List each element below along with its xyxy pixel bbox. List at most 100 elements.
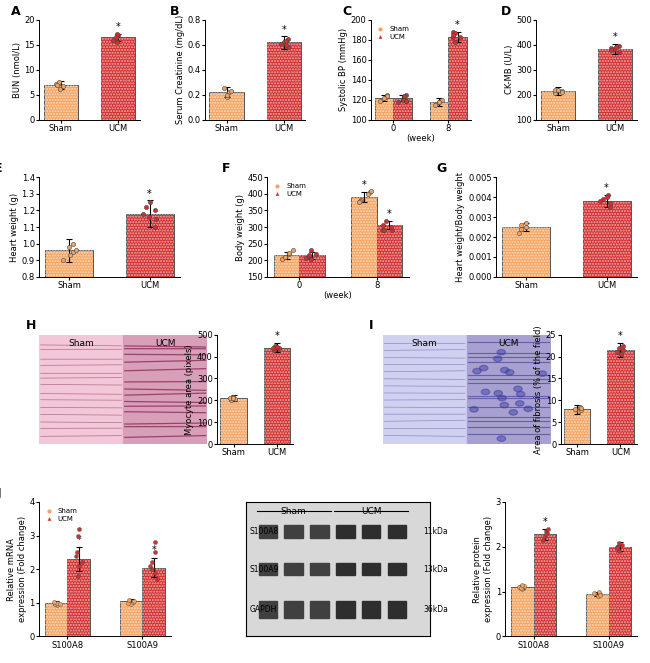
Text: 13kDa: 13kDa [423,565,448,573]
Bar [264,348,290,444]
Text: Sham: Sham [281,507,307,516]
Text: *: * [274,331,280,341]
Point [53,77,64,88]
Point [283,33,294,44]
Text: G: G [437,162,447,175]
Point [448,32,458,42]
Point [385,221,396,232]
Point [277,254,287,265]
Y-axis label: Systolic BP (mmHg): Systolic BP (mmHg) [339,28,348,111]
Legend: Sham, UCM: Sham, UCM [374,23,412,42]
Bar [266,42,301,119]
Bar [142,568,165,636]
Point [58,255,68,266]
Point [152,574,162,585]
Point [311,249,321,260]
Point [538,535,549,546]
Point [553,85,564,95]
Point [304,251,315,262]
Bar [142,568,165,636]
Bar [39,335,123,444]
Bar [388,526,406,538]
Point [112,37,122,48]
Point [575,402,585,412]
Point [108,34,118,45]
Point [72,571,83,581]
Point [575,403,586,414]
Point [129,596,140,607]
Circle shape [497,349,506,355]
Bar [266,42,301,119]
Y-axis label: Myocyte area (pixels): Myocyte area (pixels) [185,344,194,435]
Bar [541,91,575,119]
Point [137,208,148,219]
Text: I: I [369,319,374,332]
Bar [274,255,300,277]
Point [516,224,526,235]
Point [557,86,567,96]
Point [614,546,625,556]
Text: GAPDH: GAPDH [250,605,277,614]
Point [374,96,385,107]
Circle shape [509,410,517,415]
Point [288,245,298,255]
Point [448,27,458,38]
Text: *: * [361,180,366,190]
Bar [608,350,634,444]
Bar [362,526,380,538]
Text: Sham: Sham [411,339,437,348]
Y-axis label: Relative protein
expression (Fold change): Relative protein expression (Fold change… [473,516,493,623]
X-axis label: (week): (week) [406,134,436,143]
Bar [430,101,448,119]
Bar [375,97,393,119]
Text: UCM: UCM [499,339,519,348]
Bar [46,251,94,277]
Circle shape [524,406,532,412]
Bar [598,48,632,119]
Point [449,28,460,38]
Point [144,211,154,222]
Circle shape [515,400,524,406]
Point [279,37,289,48]
Point [541,529,551,540]
Bar [511,587,534,636]
Bar [68,559,90,636]
Point [71,245,81,256]
Point [400,95,411,106]
Point [304,249,315,260]
Point [617,539,627,550]
Point [382,90,392,101]
Bar [351,197,376,277]
Text: J: J [0,487,1,499]
Point [550,84,560,95]
Point [595,196,605,206]
Point [68,239,78,249]
Point [63,242,73,253]
Point [68,247,79,257]
Y-axis label: Body weight (g): Body weight (g) [236,194,244,261]
Text: C: C [343,5,352,18]
Point [123,597,133,608]
Bar [336,526,355,538]
Point [269,345,280,355]
Bar [375,97,393,119]
Point [274,343,284,353]
Text: B: B [170,5,179,18]
Bar [336,563,355,575]
Point [557,87,567,97]
Bar [285,526,303,538]
Point [112,30,122,41]
Point [74,560,85,571]
Text: S100A8: S100A8 [250,527,279,536]
Point [124,595,134,605]
Bar [376,225,402,277]
Point [618,340,629,351]
Y-axis label: Serum Creatinine (mg/dL): Serum Creatinine (mg/dL) [176,15,185,125]
Text: *: * [387,209,392,219]
Point [270,340,280,351]
Bar [564,409,590,444]
Point [71,550,81,561]
Point [612,347,622,357]
Point [355,196,365,206]
Point [113,30,124,40]
